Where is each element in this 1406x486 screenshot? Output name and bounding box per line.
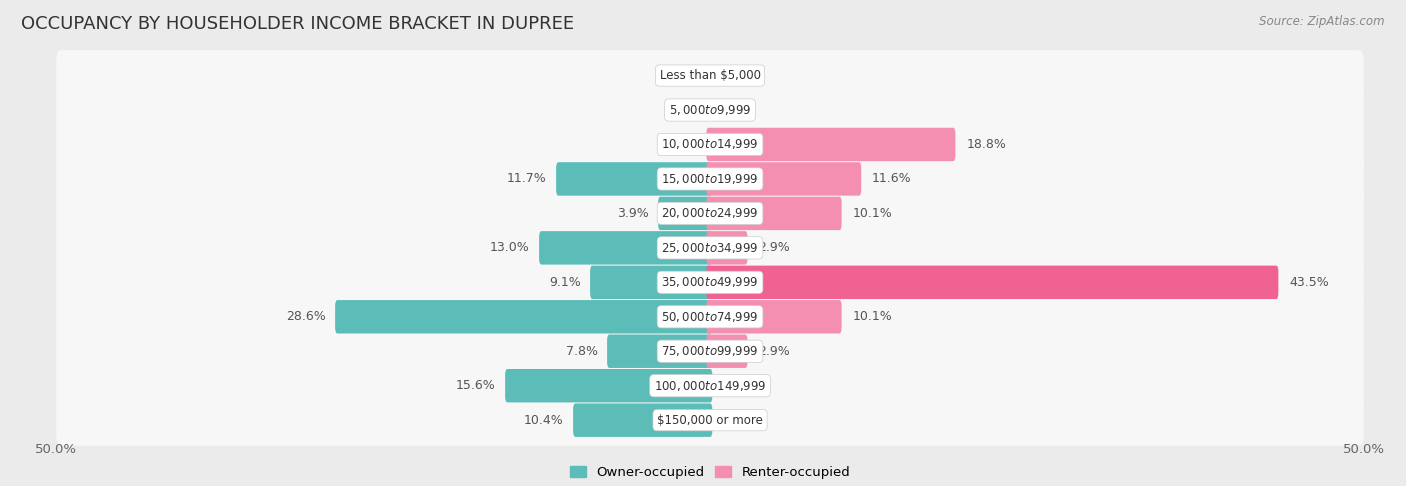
FancyBboxPatch shape [607, 334, 713, 368]
Text: 3.9%: 3.9% [617, 207, 648, 220]
Text: $20,000 to $24,999: $20,000 to $24,999 [661, 207, 759, 220]
FancyBboxPatch shape [574, 403, 713, 437]
Text: 11.6%: 11.6% [872, 173, 912, 186]
Text: 2.9%: 2.9% [758, 242, 790, 254]
FancyBboxPatch shape [706, 197, 842, 230]
FancyBboxPatch shape [706, 334, 748, 368]
Text: 13.0%: 13.0% [489, 242, 530, 254]
Text: 0.0%: 0.0% [668, 69, 700, 82]
Text: 0.0%: 0.0% [720, 379, 752, 392]
Text: $150,000 or more: $150,000 or more [657, 414, 763, 427]
FancyBboxPatch shape [56, 154, 1364, 205]
Text: Source: ZipAtlas.com: Source: ZipAtlas.com [1260, 15, 1385, 28]
Text: 15.6%: 15.6% [456, 379, 495, 392]
FancyBboxPatch shape [56, 257, 1364, 308]
Text: $75,000 to $99,999: $75,000 to $99,999 [661, 344, 759, 358]
FancyBboxPatch shape [505, 369, 713, 402]
FancyBboxPatch shape [706, 162, 862, 196]
Text: $100,000 to $149,999: $100,000 to $149,999 [654, 379, 766, 393]
FancyBboxPatch shape [56, 119, 1364, 170]
Text: 10.1%: 10.1% [852, 207, 893, 220]
FancyBboxPatch shape [335, 300, 713, 333]
Text: 0.0%: 0.0% [720, 414, 752, 427]
Text: $5,000 to $9,999: $5,000 to $9,999 [669, 103, 751, 117]
Text: 18.8%: 18.8% [966, 138, 1007, 151]
Text: $25,000 to $34,999: $25,000 to $34,999 [661, 241, 759, 255]
Text: 10.1%: 10.1% [852, 310, 893, 323]
Text: $10,000 to $14,999: $10,000 to $14,999 [661, 138, 759, 152]
FancyBboxPatch shape [706, 300, 842, 333]
Legend: Owner-occupied, Renter-occupied: Owner-occupied, Renter-occupied [565, 460, 855, 484]
Text: $15,000 to $19,999: $15,000 to $19,999 [661, 172, 759, 186]
Text: 11.7%: 11.7% [506, 173, 547, 186]
Text: 43.5%: 43.5% [1289, 276, 1329, 289]
FancyBboxPatch shape [658, 197, 713, 230]
Text: OCCUPANCY BY HOUSEHOLDER INCOME BRACKET IN DUPREE: OCCUPANCY BY HOUSEHOLDER INCOME BRACKET … [21, 15, 574, 33]
FancyBboxPatch shape [56, 223, 1364, 273]
Text: 0.0%: 0.0% [668, 138, 700, 151]
Text: 10.4%: 10.4% [524, 414, 564, 427]
FancyBboxPatch shape [56, 360, 1364, 411]
Text: 0.0%: 0.0% [720, 69, 752, 82]
FancyBboxPatch shape [56, 326, 1364, 377]
FancyBboxPatch shape [56, 50, 1364, 101]
Text: 0.0%: 0.0% [720, 104, 752, 117]
FancyBboxPatch shape [56, 85, 1364, 136]
FancyBboxPatch shape [557, 162, 713, 196]
Text: 7.8%: 7.8% [565, 345, 598, 358]
Text: 0.0%: 0.0% [668, 104, 700, 117]
Text: 9.1%: 9.1% [548, 276, 581, 289]
FancyBboxPatch shape [591, 266, 713, 299]
FancyBboxPatch shape [706, 266, 1278, 299]
FancyBboxPatch shape [706, 128, 956, 161]
FancyBboxPatch shape [706, 231, 748, 264]
Text: 28.6%: 28.6% [285, 310, 326, 323]
Text: 2.9%: 2.9% [758, 345, 790, 358]
Text: Less than $5,000: Less than $5,000 [659, 69, 761, 82]
FancyBboxPatch shape [56, 291, 1364, 342]
Text: $35,000 to $49,999: $35,000 to $49,999 [661, 276, 759, 289]
FancyBboxPatch shape [538, 231, 713, 264]
FancyBboxPatch shape [56, 188, 1364, 239]
Text: $50,000 to $74,999: $50,000 to $74,999 [661, 310, 759, 324]
FancyBboxPatch shape [56, 395, 1364, 446]
